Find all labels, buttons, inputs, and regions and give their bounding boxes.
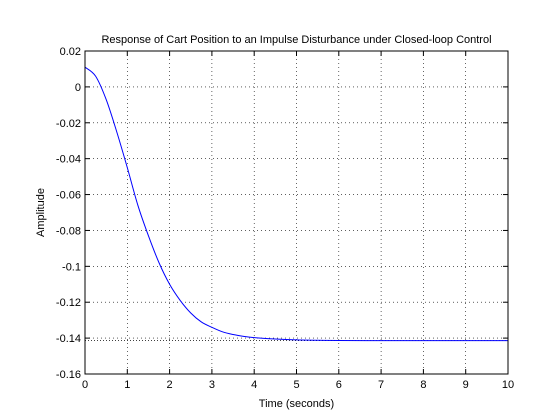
grid <box>85 51 508 374</box>
x-tick-label: 4 <box>251 379 257 391</box>
ticks: 0 1 2 3 4 5 6 7 8 9 10 0.02 0 -0.02 -0.04 -0.06 -0.08 -0.… <box>56 46 514 391</box>
y-tick-label: -0.14 <box>56 333 81 345</box>
y-tick-label: 0.02 <box>60 46 81 58</box>
y-tick-label: -0.08 <box>56 225 81 237</box>
chart-title: Response of Cart Position to an Impulse … <box>101 34 491 46</box>
y-tick-label: -0.16 <box>56 369 81 381</box>
plot-area <box>85 51 508 374</box>
y-tick-label: -0.12 <box>56 297 81 309</box>
series-layer <box>84 66 508 342</box>
y-axis-label: Amplitude <box>35 188 47 237</box>
y-tick-label: -0.06 <box>56 190 81 202</box>
x-tick-label: 8 <box>420 379 426 391</box>
y-tick-label: -0.04 <box>56 154 81 166</box>
y-tick-label: -0.02 <box>56 118 81 130</box>
x-tick-label: 9 <box>463 379 469 391</box>
x-tick-label: 1 <box>124 379 130 391</box>
y-tick-label: 0 <box>75 82 81 94</box>
x-tick-label: 3 <box>209 379 215 391</box>
x-tick-label: 6 <box>336 379 342 391</box>
x-axis-label: Time (seconds) <box>259 398 334 410</box>
x-tick-label: 10 <box>502 379 514 391</box>
series-line <box>84 66 508 342</box>
y-tick-label: -0.1 <box>62 261 81 273</box>
x-tick-label: 2 <box>167 379 173 391</box>
x-tick-label: 5 <box>293 379 299 391</box>
x-tick-label: 7 <box>378 379 384 391</box>
x-tick-label: 0 <box>82 379 88 391</box>
